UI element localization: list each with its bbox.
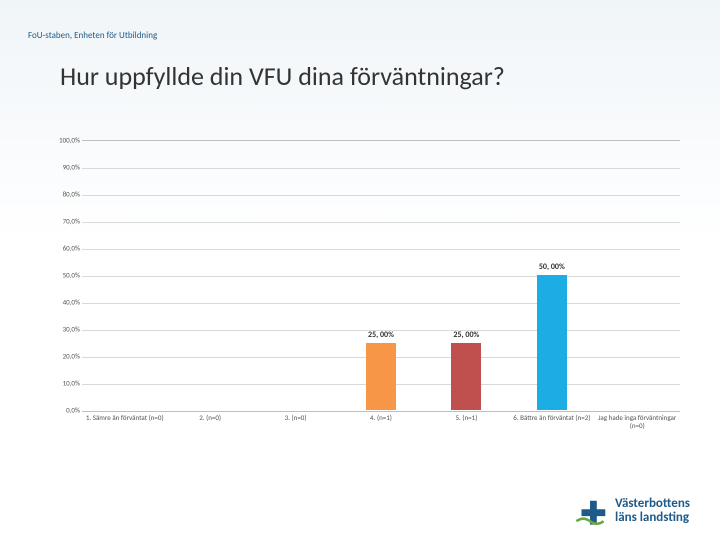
bar-slot: 50, 00% [509, 140, 594, 410]
y-tick-label: 70,0% [50, 217, 80, 226]
chart-title: Hur uppfyllde din VFU dina förväntningar… [60, 60, 505, 92]
bar: 25, 00% [451, 343, 481, 411]
bar-chart: 0,0% 10,0% 20,0% 30,0% 40,0% 50,0% 60,0% 70,0% 8… [50, 140, 680, 450]
bar: 25, 00% [366, 343, 396, 411]
bar-slot [253, 140, 338, 410]
x-tick-label: 1. Sämre än förväntat (n=0) [82, 412, 167, 431]
bar-value-label: 25, 00% [453, 330, 479, 340]
y-tick-label: 90,0% [50, 163, 80, 172]
bar-slot: 25, 00% [338, 140, 423, 410]
y-tick-label: 40,0% [50, 298, 80, 307]
y-tick-label: 10,0% [50, 379, 80, 388]
x-tick-label: 5. (n=1) [424, 412, 509, 431]
bar-slot [82, 140, 167, 410]
y-tick-label: 50,0% [50, 271, 80, 280]
y-tick-label: 80,0% [50, 190, 80, 199]
x-tick-label: 3. (n=0) [253, 412, 338, 431]
x-tick-label: Jag hade inga förväntningar (n=0) [595, 412, 680, 431]
footer-logo-block: Västerbottens läns landsting [573, 494, 690, 528]
x-tick-label: 6. Bättre än förväntat (n=2) [509, 412, 594, 431]
footer-line1: Västerbottens [615, 497, 690, 511]
x-tick-label: 2. (n=0) [167, 412, 252, 431]
bar-value-label: 25, 00% [368, 330, 394, 340]
bar-slot: 25, 00% [424, 140, 509, 410]
bar: 50, 00% [537, 275, 567, 410]
bar-value-label: 50, 00% [539, 262, 565, 272]
bar-slot [595, 140, 680, 410]
y-tick-label: 60,0% [50, 244, 80, 253]
bar-slot [167, 140, 252, 410]
y-tick-label: 30,0% [50, 325, 80, 334]
x-tick-label: 4. (n=1) [338, 412, 423, 431]
y-tick-label: 100,0% [50, 136, 80, 145]
y-tick-label: 0,0% [50, 406, 80, 415]
landsting-logo-icon [573, 494, 607, 528]
footer-line2: läns landsting [615, 511, 690, 525]
y-tick-label: 20,0% [50, 352, 80, 361]
page-header: FoU-staben, Enheten för Utbildning [28, 30, 157, 41]
